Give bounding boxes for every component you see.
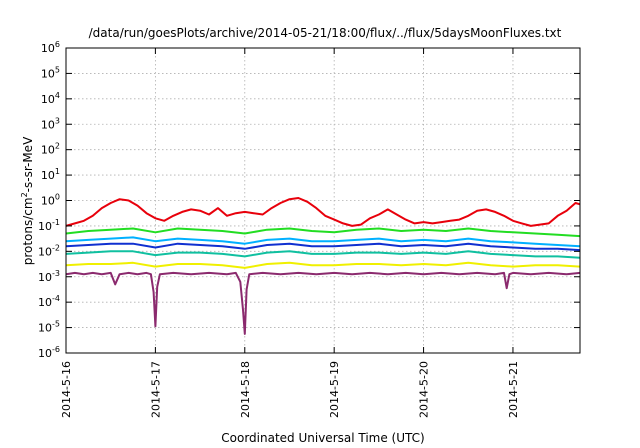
y-tick-label-base: 10: [41, 118, 55, 131]
y-tick-label-exponent: -3: [52, 269, 60, 278]
y-tick-label-base: 10: [41, 169, 55, 182]
series-line-2: [65, 227, 581, 238]
series-line-6: [65, 261, 581, 269]
y-tick-label: 100: [41, 193, 60, 208]
chart-title: /data/run/goesPlots/archive/2014-05-21/1…: [89, 26, 562, 40]
x-axis: 2014-5-16 2014-5-17 2014-5-18 2014-5-19 2014…: [60, 48, 520, 418]
y-tick-label: 106: [41, 40, 60, 55]
y-tick-label: 10-6: [38, 345, 60, 360]
y-tick-label-base: 10: [38, 220, 52, 233]
y-tick-label: 10-4: [38, 294, 60, 309]
y-tick-label: 104: [41, 91, 60, 106]
y-tick-label-base: 10: [41, 195, 55, 208]
y-tick-label: 10-3: [38, 269, 60, 284]
y-tick-label-base: 10: [41, 42, 55, 55]
y-axis: 10-610-510-410-310-210-11001011021031041…: [38, 40, 580, 360]
y-tick-label-base: 10: [38, 322, 52, 335]
y-axis-label-superscript: 2: [20, 192, 29, 197]
x-tick-label: 2014-5-17: [149, 361, 162, 418]
y-axis-label-prefix: protons/cm: [21, 197, 35, 265]
x-tick-label: 2014-5-21: [507, 361, 520, 418]
y-tick-label-exponent: -2: [52, 243, 60, 252]
series-line-7: [65, 271, 581, 335]
y-tick-label-exponent: 2: [55, 142, 60, 151]
y-tick-label-exponent: -5: [52, 320, 60, 329]
y-tick-label: 103: [41, 116, 60, 131]
series-line-3: [65, 236, 581, 248]
y-tick-label: 10-5: [38, 320, 60, 335]
series-line-4: [65, 242, 581, 252]
x-tick-label: 2014-5-20: [418, 361, 431, 418]
y-axis-label: protons/cm2-s-sr-MeV: [20, 136, 35, 265]
y-tick-label: 101: [41, 167, 60, 182]
y-tick-label-exponent: 1: [55, 167, 60, 176]
y-tick-label: 105: [41, 65, 60, 80]
y-tick-label-exponent: -4: [52, 294, 60, 303]
y-tick-label-base: 10: [38, 271, 52, 284]
y-tick-label-exponent: 4: [55, 91, 60, 100]
grid: [66, 48, 580, 353]
y-tick-label-exponent: -1: [52, 218, 60, 227]
y-tick-label: 10-1: [38, 218, 60, 233]
y-tick-label-exponent: 5: [55, 65, 60, 74]
y-tick-label-exponent: -6: [52, 345, 60, 354]
y-tick-label-base: 10: [38, 296, 52, 309]
y-tick-label-exponent: 0: [55, 193, 60, 202]
series-line-5: [65, 250, 581, 259]
y-tick-label-base: 10: [41, 93, 55, 106]
x-tick-label: 2014-5-18: [239, 361, 252, 418]
series-line-1: [65, 197, 581, 227]
y-tick-label: 10-2: [38, 243, 60, 258]
x-tick-label: 2014-5-16: [60, 361, 73, 418]
y-tick-label-base: 10: [38, 347, 52, 360]
y-tick-label-base: 10: [41, 67, 55, 80]
y-tick-label-base: 10: [38, 245, 52, 258]
y-tick-label-base: 10: [41, 144, 55, 157]
x-axis-label: Coordinated Universal Time (UTC): [221, 431, 424, 445]
y-tick-label: 102: [41, 142, 60, 157]
y-axis-label-suffix: -s-sr-MeV: [21, 136, 35, 192]
y-tick-label-exponent: 6: [55, 40, 60, 49]
y-tick-label-exponent: 3: [55, 116, 60, 125]
x-tick-label: 2014-5-19: [328, 361, 341, 418]
series-group: [65, 197, 581, 335]
